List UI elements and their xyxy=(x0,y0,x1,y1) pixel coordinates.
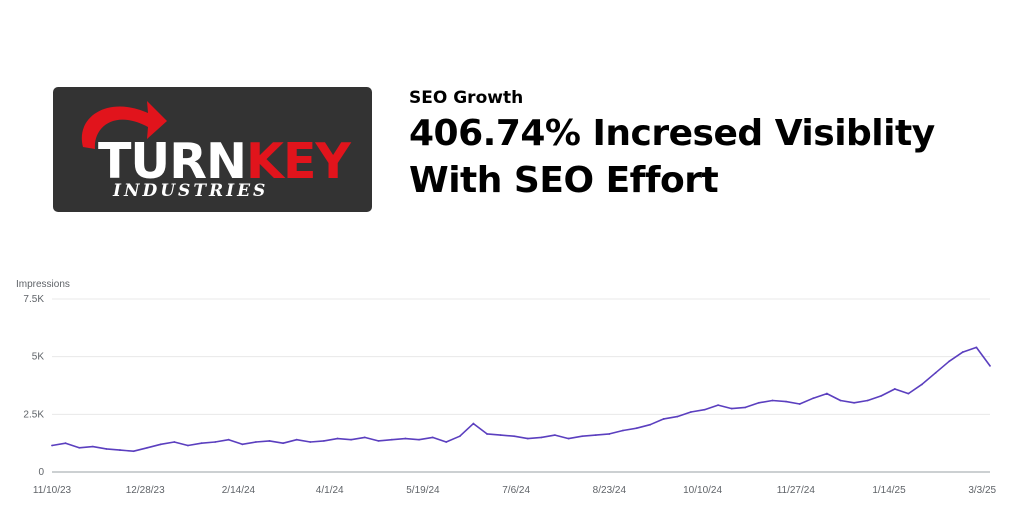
data-point xyxy=(309,441,311,443)
x-tick-label: 10/10/24 xyxy=(683,485,722,496)
data-point xyxy=(405,438,407,440)
data-point xyxy=(377,440,379,442)
data-point xyxy=(500,434,502,436)
data-point xyxy=(269,440,271,442)
logo-subtitle: INDUSTRIES xyxy=(112,181,268,201)
x-tick-label: 12/28/23 xyxy=(126,485,165,496)
data-point xyxy=(867,400,869,402)
data-point xyxy=(187,445,189,447)
x-tick-label: 3/3/25 xyxy=(968,485,996,496)
data-point xyxy=(840,400,842,402)
data-point xyxy=(921,383,923,385)
data-point xyxy=(989,365,991,367)
data-point xyxy=(976,347,978,349)
headline-block: SEO Growth 406.74% Incresed Visiblity Wi… xyxy=(409,86,1009,204)
data-point xyxy=(717,404,719,406)
x-tick-label: 11/10/23 xyxy=(33,485,72,496)
data-point xyxy=(568,438,570,440)
data-point xyxy=(894,388,896,390)
data-point xyxy=(704,409,706,411)
data-point xyxy=(513,435,515,437)
data-point xyxy=(473,423,475,425)
data-point xyxy=(935,372,937,374)
x-tick-label: 1/14/25 xyxy=(872,485,906,496)
y-tick-label: 5K xyxy=(32,352,45,363)
impressions-chart: 0 2.5K 5K 7.5K Impressions 11/10/23 12/28/23 2/… xyxy=(0,262,1024,521)
data-point xyxy=(772,400,774,402)
data-point xyxy=(608,433,610,435)
data-point xyxy=(812,397,814,399)
data-point xyxy=(527,438,529,440)
data-point xyxy=(799,403,801,405)
x-tick-label: 7/6/24 xyxy=(502,485,530,496)
x-tick-label: 5/19/24 xyxy=(406,485,440,496)
data-point xyxy=(255,441,257,443)
data-point xyxy=(554,434,556,436)
data-point xyxy=(133,450,135,452)
data-point xyxy=(364,437,366,439)
data-point xyxy=(65,442,67,444)
data-point xyxy=(581,435,583,437)
data-point xyxy=(350,439,352,441)
data-point xyxy=(744,407,746,409)
data-point xyxy=(540,437,542,439)
data-point xyxy=(418,439,420,441)
data-point xyxy=(758,402,760,404)
data-point xyxy=(296,439,298,441)
data-point xyxy=(228,439,230,441)
x-tick-label: 2/14/24 xyxy=(222,485,256,496)
data-point xyxy=(241,443,243,445)
y-tick-label: 2.5K xyxy=(23,409,44,420)
impressions-line xyxy=(52,347,990,451)
data-point xyxy=(731,408,733,410)
data-point xyxy=(160,443,162,445)
data-point xyxy=(337,438,339,440)
data-point xyxy=(785,401,787,403)
data-point xyxy=(880,395,882,397)
data-point xyxy=(908,393,910,395)
data-point xyxy=(486,433,488,435)
data-point xyxy=(119,449,121,451)
data-point xyxy=(201,442,203,444)
x-tick-label: 8/23/24 xyxy=(593,485,627,496)
data-point xyxy=(622,430,624,432)
data-point xyxy=(853,402,855,404)
y-tick-label: 7.5K xyxy=(23,294,44,305)
y-tick-label: 0 xyxy=(38,467,44,478)
data-point xyxy=(173,441,175,443)
company-logo: TURNKEY INDUSTRIES xyxy=(53,87,372,212)
headline-line-1: 406.74% Incresed Visiblity xyxy=(409,110,1009,157)
data-point xyxy=(214,441,216,443)
headline-line-2: With SEO Effort xyxy=(409,157,1009,204)
data-point xyxy=(636,427,638,429)
data-point xyxy=(690,411,692,413)
data-point xyxy=(323,440,325,442)
data-point xyxy=(282,442,284,444)
data-point xyxy=(676,416,678,418)
data-point xyxy=(445,441,447,443)
data-point xyxy=(962,351,964,353)
data-point xyxy=(948,360,950,362)
data-point xyxy=(51,445,53,447)
data-point xyxy=(663,418,665,420)
data-point xyxy=(92,446,94,448)
eyebrow-label: SEO Growth xyxy=(409,86,1009,110)
data-point xyxy=(391,439,393,441)
data-point xyxy=(459,435,461,437)
data-point xyxy=(432,437,434,439)
data-point xyxy=(649,424,651,426)
y-axis-title: Impressions xyxy=(16,279,70,290)
data-point xyxy=(105,448,107,450)
data-point xyxy=(78,447,80,449)
data-point xyxy=(826,393,828,395)
data-point xyxy=(146,447,148,449)
x-tick-label: 4/1/24 xyxy=(316,485,344,496)
x-tick-label: 11/27/24 xyxy=(777,485,816,496)
data-point xyxy=(595,434,597,436)
